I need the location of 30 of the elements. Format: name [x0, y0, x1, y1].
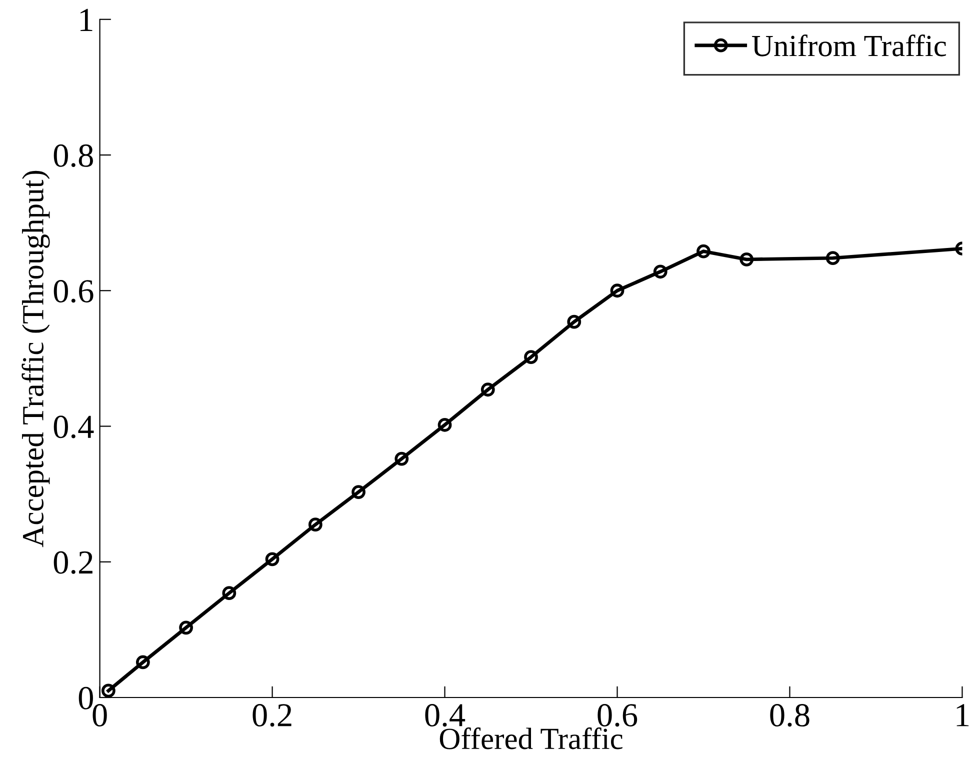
point — [265, 552, 280, 566]
point — [740, 252, 754, 266]
y-tick-label: 0.6 — [54, 280, 94, 303]
x-tick-label: 0.8 — [770, 704, 810, 727]
point — [480, 382, 495, 397]
x-tick-label: 1 — [956, 704, 969, 726]
y-tick-label: 0.2 — [54, 551, 92, 574]
point — [308, 518, 322, 532]
x-tick-label: 0.2 — [252, 704, 292, 727]
point — [524, 350, 538, 364]
x-axis-title: Offered Traffic — [440, 727, 622, 750]
y-tick-label: 0 — [78, 686, 93, 710]
point — [567, 314, 582, 329]
point — [438, 418, 452, 432]
point — [352, 485, 366, 499]
y-tick-label: 0.4 — [54, 416, 94, 438]
point — [136, 655, 150, 670]
y-tick-label: 1 — [80, 8, 92, 31]
x-tick-label: 0.4 — [425, 704, 466, 727]
point — [610, 284, 624, 298]
legend-label: Unifrom Traffic — [752, 34, 946, 56]
point — [653, 264, 668, 279]
point — [222, 586, 236, 600]
x-tick-label: 0.6 — [598, 704, 638, 727]
y-axis-title: Accepted Traffic (Throughput) — [22, 170, 50, 548]
point — [696, 244, 710, 258]
point — [179, 620, 193, 635]
point — [826, 251, 840, 266]
point — [394, 452, 409, 466]
y-tick-label: 0.8 — [54, 144, 93, 168]
